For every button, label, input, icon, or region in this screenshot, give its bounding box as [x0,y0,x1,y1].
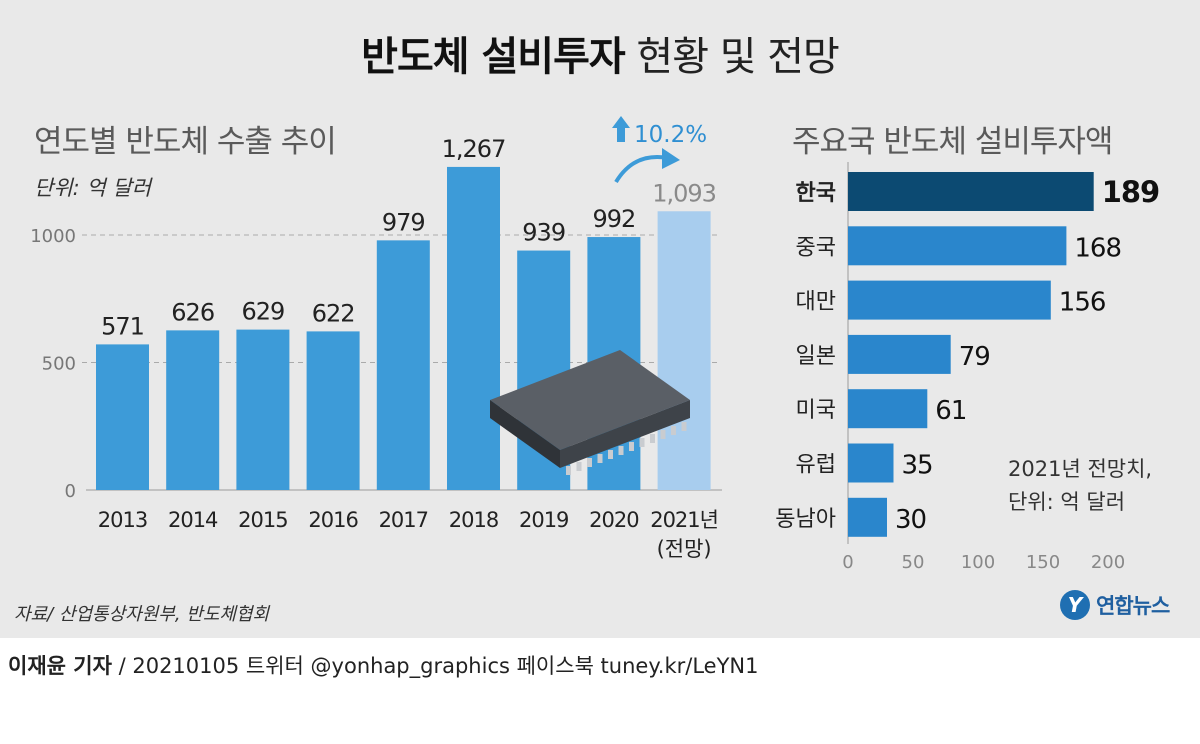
chip-top [490,350,690,450]
bar-value-label: 571 [101,312,144,340]
left-chart-subtitle: 연도별 반도체 수출 추이 [34,124,337,160]
chip-pin [608,450,613,459]
country-label: 중국 [796,235,836,260]
bar-value-label: 1,093 [652,179,716,207]
country-bar [848,226,1067,266]
chip-pin [681,422,687,431]
right-chart-subtitle: 주요국 반도체 설비투자액 [792,124,1113,160]
x-tick-label: 2013 [98,508,147,532]
chip-pin [660,430,666,439]
chip-pin [629,442,634,451]
country-label: 동남아 [775,507,836,532]
country-label: 미국 [796,398,836,423]
country-bar [848,389,928,429]
export-bar [657,211,711,490]
up-arrow-icon [612,116,630,142]
country-bar [848,497,887,537]
bar-value-label: 992 [592,205,635,233]
bar-value-label: 979 [382,208,425,236]
country-label: 한국 [796,181,836,206]
right-chart-note-line1: 2021년 전망치, [1008,457,1153,481]
bar-value-label: 629 [241,298,284,326]
country-bar [848,280,1051,320]
chip-pin [566,466,571,475]
country-bar-value: 35 [902,451,933,481]
x-tick-label: 0 [842,552,853,573]
x-tick-label: 2019 [519,508,568,532]
bar-value-label: 622 [312,299,355,327]
reporter-name: 이재윤 기자 [8,654,112,678]
x-tick-label: 2021년 [650,508,718,532]
x-tick-label: 150 [1026,552,1060,573]
x-tick-label: 2017 [379,508,428,532]
main-title: 반도체 설비투자 현황 및 전망 [0,24,1200,82]
chip-pin [618,446,624,455]
export-bar [166,330,220,490]
title-light: 현황 및 전망 [636,34,839,80]
country-bar-value: 189 [1102,175,1160,209]
export-bar [96,344,149,490]
x-tick-label: 2016 [308,508,358,532]
x-tick-label: 100 [961,552,995,573]
chip-side-left [490,400,560,468]
country-bar-value: 30 [895,505,926,535]
x-tick-label: 200 [1091,552,1125,573]
chip-pin [597,454,603,463]
chip-pin [587,458,592,467]
x-tick-note: (전망) [657,537,712,561]
yonhap-logo: Y 연합뉴스 [1060,590,1170,620]
country-bar [848,172,1094,211]
chip-pin [639,438,645,447]
growth-arrowhead [662,148,680,169]
country-bar-value: 61 [935,396,966,426]
country-bar [848,334,951,374]
country-bar-value: 168 [1074,233,1121,263]
logo-mark: Y [1060,590,1090,620]
logo-text: 연합뉴스 [1096,594,1170,618]
growth-label: 10.2% [634,122,707,148]
credit-footer: 이재윤 기자 / 20210105 트위터 @yonhap_graphics 페… [8,650,758,680]
right-chart-note-line2: 단위: 억 달러 [1008,490,1126,514]
chip-side-right [560,400,690,468]
chip-pin [576,462,582,471]
country-bar-value: 156 [1059,288,1106,318]
bar-value-label: 1,267 [442,135,506,163]
title-bold: 반도체 설비투자 [361,34,626,80]
y-tick-label: 0 [65,481,76,502]
x-tick-label: 2020 [589,508,638,532]
country-label: 대만 [796,290,836,315]
x-tick-label: 2014 [168,508,218,532]
export-bar-chart: 0500100057120136262014629201562220169792… [30,116,1160,573]
x-tick-label: 2015 [238,508,287,532]
credit-details: / 20210105 트위터 @yonhap_graphics 페이스북 tun… [111,654,759,678]
x-tick-label: 50 [902,552,925,573]
country-bar [848,443,894,483]
x-tick-label: 2018 [449,508,498,532]
country-label: 유럽 [796,453,836,478]
source-note: 자료/ 산업통상자원부, 반도체협회 [14,604,270,625]
export-bar [376,240,430,490]
bar-value-label: 626 [171,298,214,326]
country-label: 일본 [796,344,836,369]
chip-pin [671,426,676,435]
bar-value-label: 939 [522,219,565,247]
y-tick-label: 500 [42,354,76,375]
export-bar [447,166,500,491]
export-bar [306,331,360,490]
export-bar [236,329,290,490]
chip-pin [650,434,655,443]
left-chart-unit: 단위: 억 달러 [34,176,152,200]
country-bar-value: 79 [959,342,990,372]
growth-curve-arrow [614,155,669,184]
y-tick-label: 1000 [30,226,76,247]
